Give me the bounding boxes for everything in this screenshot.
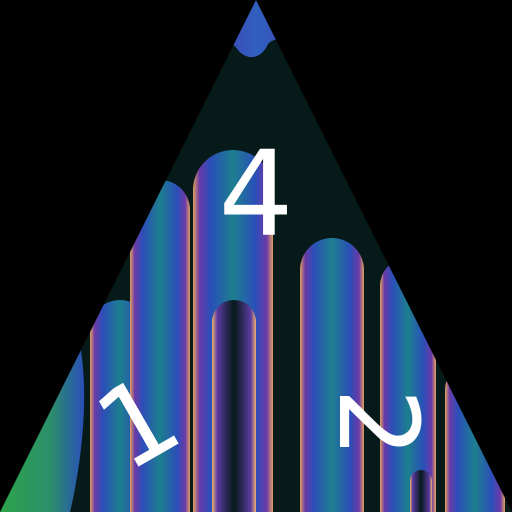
- digit-right: 2: [314, 388, 442, 458]
- pattern-band-inner: [410, 470, 432, 512]
- pattern-green-region: [0, 325, 85, 512]
- pattern-cap: [215, 0, 300, 58]
- pattern-band-inner: [212, 300, 256, 512]
- pattern-band: [300, 238, 364, 512]
- digit-top: 4: [218, 125, 293, 263]
- svg-text:2: 2: [314, 388, 442, 458]
- pattern-band: [130, 180, 190, 512]
- pattern-band: [445, 360, 505, 512]
- svg-text:4: 4: [218, 125, 293, 263]
